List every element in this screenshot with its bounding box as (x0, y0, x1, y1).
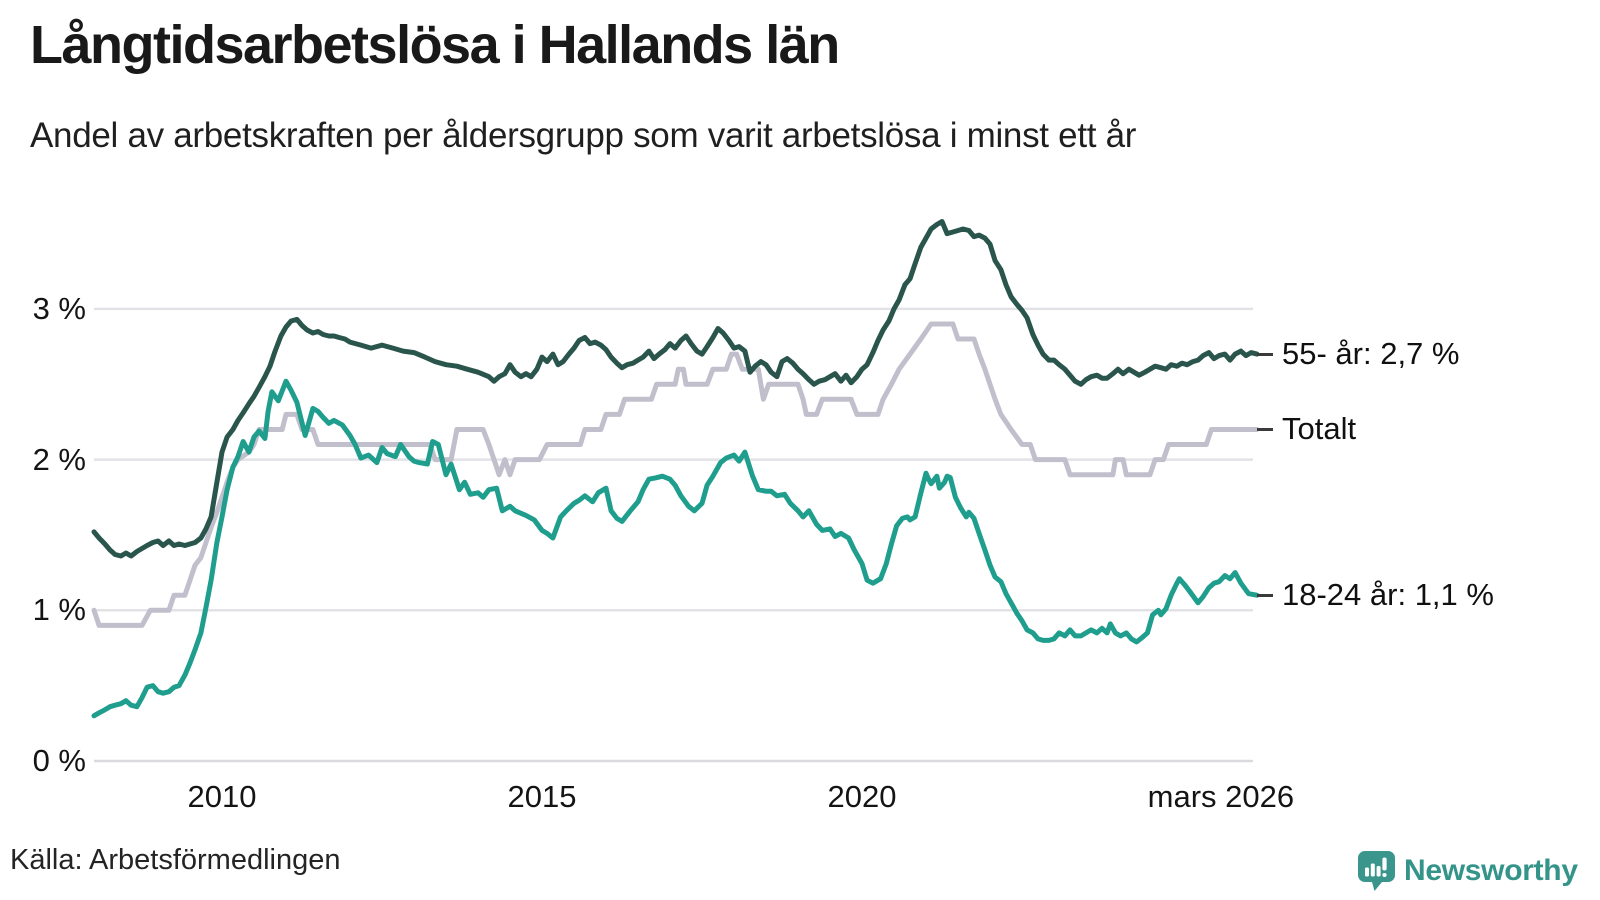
y-tick-label-3pct: 3 % (32, 290, 86, 326)
annotation-label-totalt: Totalt (1282, 411, 1357, 447)
annotation-tick-55-r (1257, 352, 1273, 356)
series-line-55-r (91, 219, 1260, 559)
y-tick-label-2pct: 2 % (32, 441, 86, 477)
page-title: Långtidsarbetslösa i Hallands län (30, 15, 840, 75)
series-line-totalt (91, 321, 1260, 628)
x-tick-label-mars-2026: mars 2026 (1147, 779, 1295, 814)
x-tick-label-2015: 2015 (507, 779, 577, 814)
x-tick-label-2020: 2020 (827, 779, 897, 814)
source-note: Källa: Arbetsförmedlingen (10, 844, 341, 876)
y-tick-label-0pct: 0 % (32, 743, 86, 778)
x-tick-label-2010: 2010 (187, 779, 257, 814)
newsworthy-wordmark: Newsworthy (1404, 854, 1578, 887)
annotation-label-55-r: 55- år: 2,7 % (1282, 336, 1460, 372)
series-line-18-24-r (91, 378, 1260, 719)
y-tick-label-1pct: 1 % (32, 592, 86, 628)
newsworthy-branding: Newsworthy (1358, 851, 1578, 891)
chart-subtitle: Andel av arbetskraften per åldersgrupp s… (30, 116, 1137, 155)
newsworthy-logo-icon (1358, 851, 1395, 891)
annotation-label-18-24-r: 18-24 år: 1,1 % (1282, 577, 1494, 613)
annotation-tick-totalt (1257, 427, 1273, 431)
annotation-tick-18-24-r (1257, 593, 1273, 597)
